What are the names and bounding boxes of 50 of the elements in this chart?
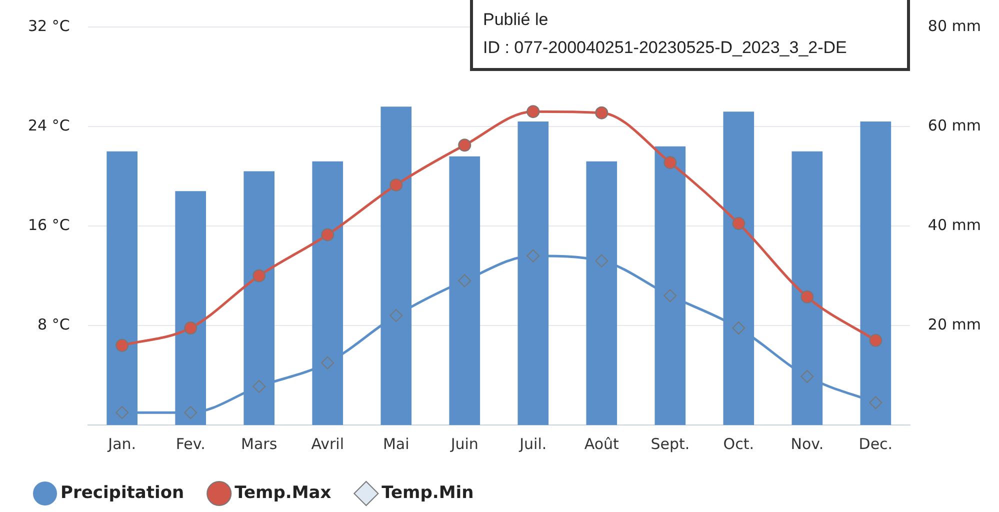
point [252, 380, 266, 393]
y2-tick-label: 40 mm [928, 216, 982, 234]
point [664, 156, 677, 170]
point [184, 321, 198, 334]
legend-label: Temp.Min [382, 482, 474, 503]
y-tick-label: 24 °C [28, 116, 70, 134]
x-tick-label: Avril [311, 434, 344, 453]
point [595, 106, 608, 120]
point [664, 289, 677, 302]
x-tick-label: Juin [450, 434, 478, 453]
x-tick-label: Nov. [790, 434, 824, 453]
point [869, 334, 882, 347]
point [321, 228, 334, 242]
y-tick-label: 16 °C [28, 216, 70, 234]
legend-label: Temp.Max [234, 482, 332, 503]
stamp-box: Publié le ID : 077-200040251-20230525-D_2023_3_2-DE [470, 0, 910, 71]
point [869, 396, 882, 410]
x-tick-label: Fev. [176, 434, 206, 453]
point [595, 254, 608, 268]
point [390, 309, 403, 322]
x-tick-label: Jan. [107, 434, 136, 453]
point [116, 338, 129, 352]
y2-tick-label: 20 mm [928, 315, 982, 334]
y2-tick-label: 60 mm [928, 116, 982, 134]
x-tick-label: Juil. [518, 434, 547, 453]
point [116, 406, 129, 420]
annotation: ID : 077-200040251-20230525-D_2023_3_2-DE [483, 37, 848, 59]
point [526, 249, 540, 262]
y-tick-label: 8 °C [38, 315, 70, 334]
point [800, 290, 814, 304]
point [800, 370, 814, 383]
x-tick-label: Août [584, 434, 620, 453]
point [732, 321, 746, 334]
x-tick-label: Oct. [723, 434, 754, 453]
x-tick-label: Mars [241, 434, 278, 453]
y2-tick-label: 80 mm [928, 16, 982, 35]
point [252, 269, 266, 282]
x-tick-label: Sept. [650, 434, 690, 453]
point [458, 138, 472, 152]
point [732, 217, 746, 230]
point [321, 356, 334, 370]
legend-label: Precipitation [60, 482, 184, 503]
point [184, 406, 198, 420]
annotation: Publié le [483, 9, 550, 31]
point [458, 274, 472, 288]
x-tick-label: Dec. [858, 434, 893, 453]
point [526, 105, 540, 118]
point [390, 178, 403, 192]
y-tick-label: 32 °C [28, 16, 70, 35]
x-tick-label: Mai [382, 434, 410, 453]
